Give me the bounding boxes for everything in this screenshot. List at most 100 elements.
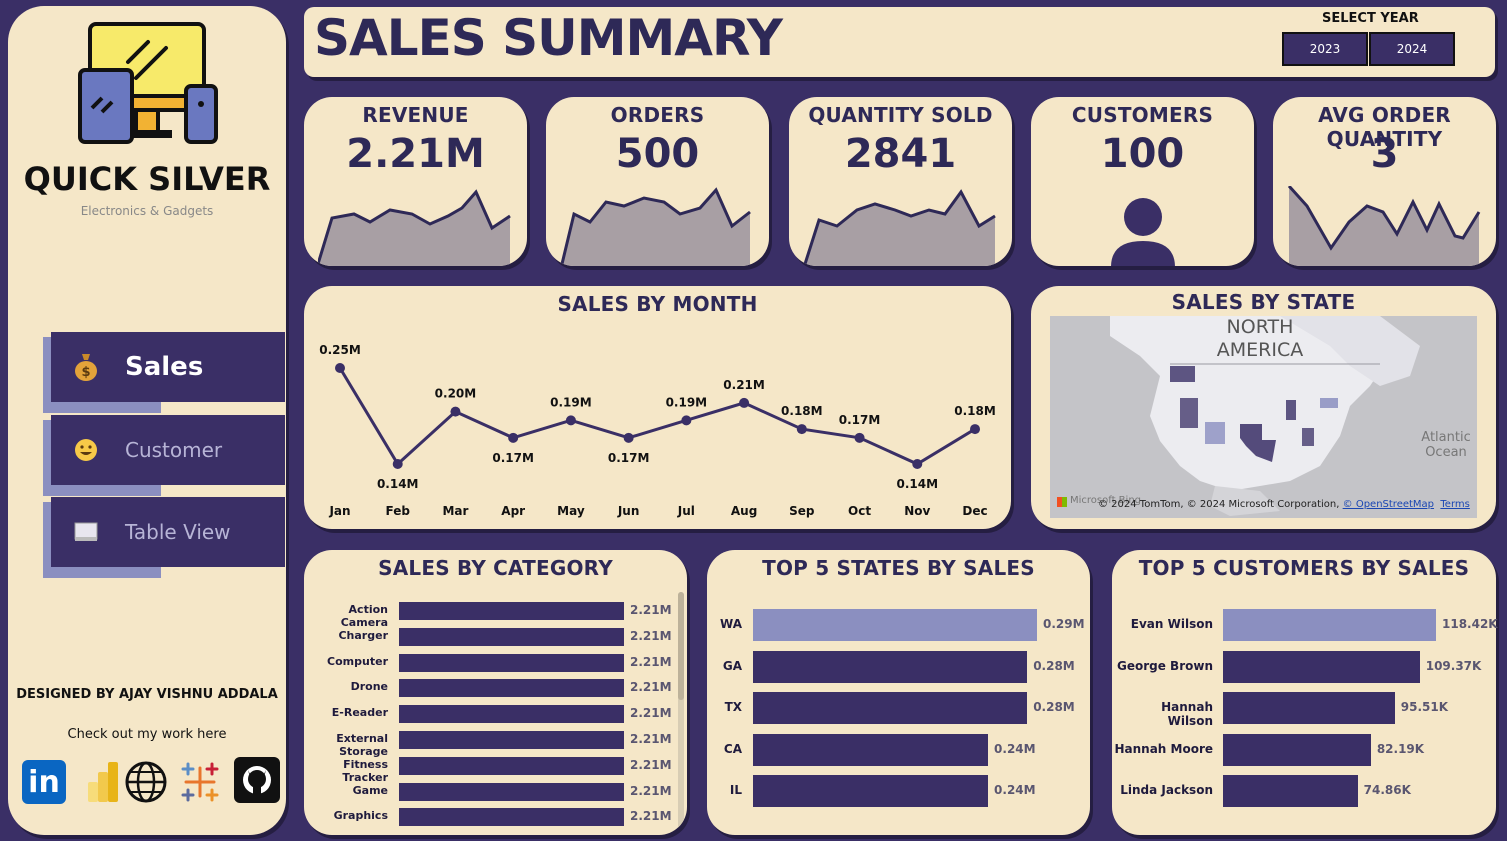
state-bar[interactable] [753,692,1028,725]
month-data-label: 0.21M [723,378,765,392]
top-states-card: TOP 5 STATES BY SALES WA 0.29M GA 0.28M TX 0.… [707,550,1090,835]
month-tick-label: Nov [904,504,930,518]
customer-bar[interactable] [1223,650,1420,683]
brand-tagline: Electronics & Gadgets [80,204,214,218]
kpi-customers-value: 100 [1100,131,1185,177]
osm-link[interactable]: © OpenStreetMap [1342,499,1435,510]
category-bar[interactable] [399,653,624,672]
month-point[interactable] [970,424,980,435]
linkedin-text: in [28,765,60,800]
map-attribution: © 2024 TomTom, © 2024 Microsoft Corporat… [1098,499,1470,510]
month-data-label: 0.14M [896,477,938,491]
sales-by-state-title: SALES BY STATE [1171,290,1356,314]
month-series-line [338,367,976,467]
state-bar[interactable] [753,775,989,808]
month-point[interactable] [450,406,461,417]
state-bar[interactable] [753,733,989,766]
page-title: SALES SUMMARY [314,9,783,67]
category-bar[interactable] [399,602,624,620]
month-point[interactable] [335,363,345,373]
sales-by-month-chart: 0.25M Jan 0.14M Feb 0.20M Mar 0.17M Apr 0.19M May… [319,343,996,518]
category-category-label: Computer [327,654,388,668]
top-customers-card: TOP 5 CUSTOMERS BY SALES Evan Wilson 118.… [1112,550,1498,835]
svg-text:$: $ [81,365,90,380]
customer-value-label: 82.19K [1376,741,1425,756]
month-tick-label: Oct [848,504,871,518]
map-view[interactable]: NORTH AMERICA Atlantic Ocean Microsoft B… [1050,316,1477,518]
year-2023-button[interactable]: 2023 [1282,32,1368,66]
category-value-label: 2.21M [630,603,672,617]
category-bar[interactable] [399,705,624,724]
kpi-revenue-card: REVENUE 2.21M [304,97,527,266]
category-scrollbar[interactable] [678,592,684,835]
kpi-quantity-value: 2841 [844,131,957,177]
nav-table-button[interactable]: Table View [51,497,285,567]
kpi-quantity-card: QUANTITY SOLD 2841 [789,97,1012,266]
month-tick-label: Sep [789,504,815,518]
month-point[interactable] [739,397,750,408]
year-select-label: SELECT YEAR [1322,11,1419,26]
linkedin-icon[interactable]: in [22,760,66,804]
terms-link[interactable]: Terms [1440,499,1470,510]
header-bar: SALES SUMMARY SELECT YEAR 2023 2024 [304,7,1495,77]
revenue-sparkline [318,189,511,266]
map-region-label: NORTH AMERICA [1216,316,1304,361]
category-value-label: 2.21M [630,783,672,798]
month-tick-label: Mar [442,504,468,518]
month-data-label: 0.17M [492,451,534,465]
month-point[interactable] [508,432,519,443]
month-data-label: 0.20M [435,387,477,401]
year-2024-label: 2024 [1396,42,1428,56]
month-point[interactable] [854,432,865,443]
state-category-label: GA [722,658,742,673]
nav-customer-label: Customer [125,438,223,462]
globe-icon[interactable] [124,760,168,804]
sales-by-month-title: SALES BY MONTH [557,292,758,316]
map-ocean-label: Atlantic Ocean [1421,430,1471,460]
category-bar[interactable] [399,808,624,827]
customer-bar[interactable] [1223,733,1371,766]
category-category-label: Game [352,783,388,797]
month-point[interactable] [912,459,923,469]
category-bar[interactable] [399,756,624,775]
state-bar[interactable] [753,650,1028,683]
top-states-bar-chart: WA 0.29M GA 0.28M TX 0.28M CA 0.24M IL 0.24M [707,550,1090,835]
category-value-label: 2.21M [630,757,672,772]
month-point[interactable] [392,459,403,469]
category-value-label: 2.21M [630,680,672,695]
tableau-icon[interactable] [178,760,222,804]
top-customers-bar-chart: Evan Wilson 118.42K George Brown 109.37K Han… [1112,550,1498,835]
nav-table-label: Table View [125,520,231,544]
map-ms-logo-text: Microsoft Bing [1070,495,1142,506]
month-point[interactable] [623,432,634,443]
footer-cta: Check out my work here [67,727,227,742]
nav-customer-button[interactable]: Customer [51,415,285,485]
month-tick-label: Dec [962,504,987,518]
nav-sales-button[interactable]: $ Sales [51,332,285,402]
sales-by-month-card: SALES BY MONTH 0.25M Jan 0.14M Feb 0.20M Mar 0… [304,286,1011,529]
state-bar[interactable] [753,609,1037,641]
state-category-label: WA [720,617,742,631]
top-customers-title: TOP 5 CUSTOMERS BY SALES [1138,556,1470,580]
category-bar[interactable] [399,627,624,646]
powerbi-icon[interactable] [80,760,124,804]
github-icon[interactable] [234,757,280,803]
category-value-label: 2.21M [630,809,672,824]
month-data-label: 0.25M [319,343,361,357]
customer-bar[interactable] [1223,692,1395,725]
customer-bar[interactable] [1223,609,1436,641]
state-category-label: TX [724,700,742,715]
year-2024-button[interactable]: 2024 [1369,32,1455,66]
person-icon [1111,198,1175,266]
state-value-label: 0.24M [994,783,1036,798]
category-bar[interactable] [399,731,624,749]
category-bar[interactable] [399,782,624,801]
month-point[interactable] [565,415,576,426]
category-scroll-thumb[interactable] [678,592,684,700]
month-point[interactable] [681,415,692,426]
customer-bar[interactable] [1223,775,1358,808]
month-point[interactable] [796,424,807,435]
year-2023-label: 2023 [1309,42,1341,56]
category-bar[interactable] [399,679,624,698]
category-category-label: Action Camera [340,603,388,629]
